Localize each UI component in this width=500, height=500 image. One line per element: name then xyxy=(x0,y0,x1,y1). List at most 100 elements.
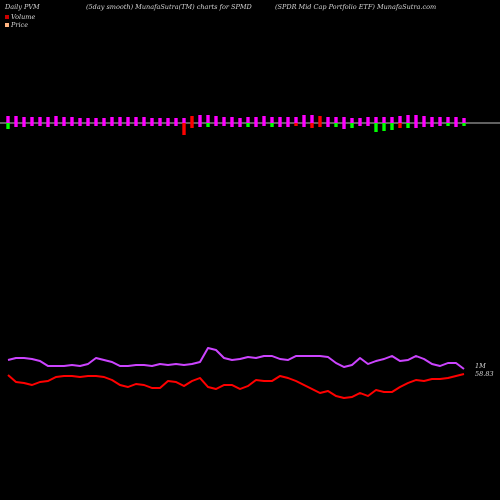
end-label-line2: 58.83 xyxy=(475,370,494,378)
volume-bar-down xyxy=(38,123,42,126)
volume-bar-down xyxy=(414,123,418,128)
volume-bar-down xyxy=(318,123,322,127)
volume-bar-up xyxy=(166,118,170,123)
pvm-line xyxy=(7,347,465,370)
volume-bar-down xyxy=(54,123,58,126)
volume-bar-down xyxy=(254,123,258,127)
volume-bar-up xyxy=(342,117,346,123)
legend-item-price: Price xyxy=(5,21,28,29)
volume-bar-down xyxy=(182,123,186,135)
volume-bar-up xyxy=(126,117,130,123)
volume-bar-up xyxy=(398,116,402,123)
volume-bar-up xyxy=(246,117,250,123)
volume-bar-down xyxy=(454,123,458,127)
volume-bar-up xyxy=(438,117,442,123)
volume-bar-down xyxy=(294,123,298,126)
volume-bar-up xyxy=(326,117,330,123)
volume-bar-down xyxy=(430,123,434,127)
volume-bar-up xyxy=(118,117,122,123)
volume-bar-up xyxy=(110,117,114,123)
volume-bar-down xyxy=(246,123,250,127)
volume-bar-down xyxy=(350,123,354,128)
volume-bar-up xyxy=(14,116,18,123)
volume-bar-up xyxy=(278,117,282,123)
volume-bar-up xyxy=(382,117,386,123)
volume-bar-up xyxy=(134,117,138,123)
volume-bar-up xyxy=(374,117,378,123)
volume-bar-down xyxy=(214,123,218,126)
volume-bar-up xyxy=(406,115,410,123)
volume-bar-down xyxy=(326,123,330,127)
volume-bar-down xyxy=(206,123,210,127)
volume-bar-up xyxy=(102,118,106,123)
legend-label-price: Price xyxy=(11,21,29,29)
volume-bar-up xyxy=(70,117,74,123)
volume-bar-up xyxy=(62,117,66,123)
volume-bar-down xyxy=(334,123,338,127)
volume-bar-down xyxy=(22,123,26,127)
volume-bar-down xyxy=(134,123,138,126)
volume-bar-down xyxy=(70,123,74,126)
volume-bar-down xyxy=(150,123,154,126)
volume-bar-down xyxy=(462,123,466,126)
volume-bar-down xyxy=(102,123,106,126)
volume-bar-down xyxy=(78,123,82,126)
volume-bar-up xyxy=(286,117,290,123)
chart-header-left: Daily PVM xyxy=(5,3,40,11)
volume-bar-up xyxy=(38,117,42,123)
volume-bar-up xyxy=(190,116,194,123)
volume-bar-down xyxy=(310,123,314,128)
volume-bar-up xyxy=(414,115,418,123)
volume-bar-down xyxy=(174,123,178,126)
volume-bar-up xyxy=(142,117,146,123)
volume-bar-down xyxy=(230,123,234,127)
volume-bar-down xyxy=(438,123,442,126)
volume-bar-up xyxy=(198,115,202,123)
volume-bar-down xyxy=(126,123,130,126)
volume-bar-down xyxy=(30,123,34,126)
price-line xyxy=(7,373,465,399)
volume-bar-down xyxy=(342,123,346,129)
volume-bar-up xyxy=(254,117,258,123)
volume-bar-down xyxy=(46,123,50,127)
volume-bar-down xyxy=(406,123,410,128)
volume-bar-up xyxy=(78,118,82,123)
volume-bar-up xyxy=(30,117,34,123)
end-label-line1: 1M xyxy=(475,362,486,370)
volume-bar-up xyxy=(310,115,314,123)
volume-bar-down xyxy=(198,123,202,127)
volume-bar-up xyxy=(262,116,266,123)
volume-bar-up xyxy=(294,117,298,123)
volume-bar-up xyxy=(462,118,466,123)
volume-bar-up xyxy=(318,116,322,123)
legend-item-volume: Volume xyxy=(5,13,35,21)
volume-bar-down xyxy=(286,123,290,127)
volume-bar-down xyxy=(6,123,10,129)
volume-bar-up xyxy=(238,118,242,123)
volume-bar-down xyxy=(158,123,162,126)
legend-swatch-volume xyxy=(5,15,9,19)
volume-bar-down xyxy=(238,123,242,127)
volume-bar-up xyxy=(86,118,90,123)
volume-bar-down xyxy=(14,123,18,127)
volume-bar-up xyxy=(158,118,162,123)
volume-bar-up xyxy=(222,117,226,123)
volume-bar-up xyxy=(302,115,306,123)
volume-bar-up xyxy=(182,118,186,123)
volume-bar-down xyxy=(62,123,66,126)
volume-bar-down xyxy=(222,123,226,126)
chart-header-middle: (5day smooth) MunafaSutra(TM) charts for… xyxy=(86,3,252,11)
volume-bar-up xyxy=(366,117,370,123)
volume-bar-up xyxy=(214,116,218,123)
volume-bar-down xyxy=(374,123,378,132)
volume-bar-down xyxy=(358,123,362,126)
volume-bar-down xyxy=(302,123,306,127)
volume-bar-down xyxy=(422,123,426,127)
volume-bar-up xyxy=(270,117,274,123)
volume-bar-up xyxy=(6,116,10,123)
volume-bar-down xyxy=(86,123,90,126)
volume-bar-down xyxy=(262,123,266,126)
volume-bar-up xyxy=(430,117,434,123)
volume-bar-up xyxy=(230,117,234,123)
